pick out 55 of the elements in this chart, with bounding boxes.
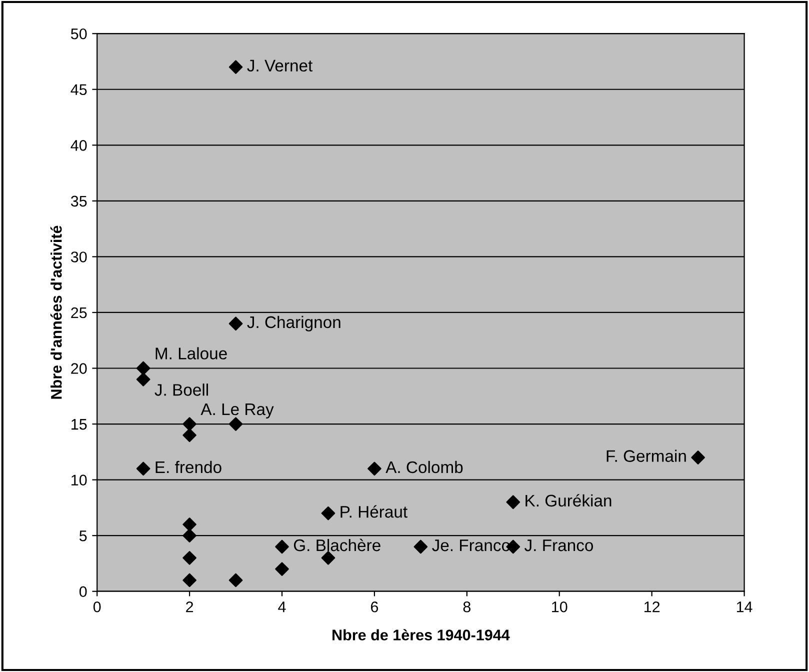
annotation: E. frendo (156, 460, 222, 474)
annotation: A. Le Ray (200, 404, 274, 418)
annotation: F. Germain (606, 450, 686, 462)
point (182, 573, 196, 588)
annotation: J. Boell (154, 384, 208, 396)
point (136, 372, 150, 386)
annotation: J. Charignon (247, 316, 340, 332)
annotation: J. Vernet (247, 60, 313, 72)
point (506, 495, 520, 510)
annotation: A. Colomb (386, 460, 463, 474)
y-tick-label: 30 (70, 252, 87, 262)
point (691, 450, 705, 464)
y-tick-label: 10 (72, 474, 87, 486)
point (136, 462, 150, 476)
y-tick-label: 15 (72, 419, 87, 430)
annotation: K. Gurékian (526, 494, 612, 507)
point (182, 417, 196, 431)
point (182, 518, 196, 532)
x-tick-label: 0 (93, 601, 101, 612)
x-tick-label: 12 (644, 601, 660, 612)
point (275, 562, 289, 576)
point (321, 550, 336, 565)
annotation: J. Franco (524, 540, 594, 552)
x-tick-label: 6 (370, 601, 378, 612)
y-tick-label: 25 (71, 307, 87, 318)
annotation: P. Héraut (340, 505, 408, 518)
point (321, 506, 336, 520)
annotation: Je. Franco (432, 540, 510, 552)
point (182, 428, 196, 442)
y-tick-label: 20 (71, 363, 87, 374)
point (275, 540, 289, 554)
y-axis-title: Nbre d'années d'activité (50, 226, 62, 399)
point (228, 573, 243, 588)
annotation: M. Laloue (156, 347, 227, 360)
x-tick-label: 4 (278, 602, 286, 612)
x-tick-label: 8 (463, 601, 470, 612)
point (182, 550, 196, 565)
y-tick-label: 5 (79, 530, 87, 542)
x-axis-title: Nbre de 1ères 1940-1944 (332, 629, 510, 640)
point (228, 60, 243, 74)
x-tick-label: 10 (552, 601, 568, 612)
y-tick-label: 0 (79, 586, 87, 598)
x-tick-label: 2 (186, 601, 194, 612)
x-tick-label: 14 (736, 602, 752, 612)
point (368, 462, 382, 476)
point (228, 316, 243, 331)
point (182, 528, 196, 542)
y-tick-label: 40 (70, 140, 87, 151)
y-tick-label: 35 (70, 196, 87, 207)
point (136, 361, 150, 376)
y-tick-label: 50 (70, 28, 87, 40)
annotation: G. Blachère (294, 538, 380, 552)
point (228, 417, 243, 431)
y-tick-label: 45 (70, 84, 87, 96)
point (414, 540, 428, 554)
